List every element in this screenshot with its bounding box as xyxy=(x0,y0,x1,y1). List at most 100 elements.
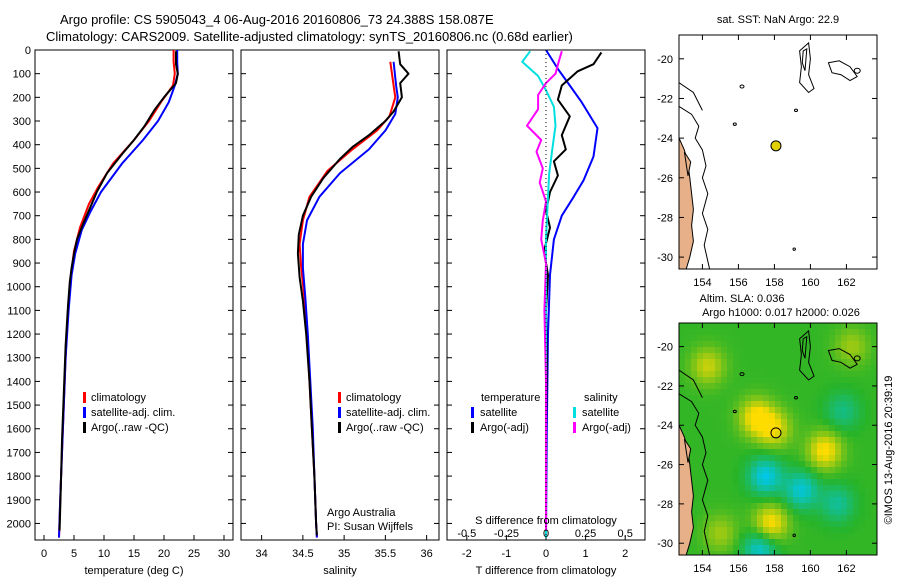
legend-diff-label: Argo(-adj) xyxy=(582,422,631,434)
heat-cell xyxy=(871,515,877,522)
heat-cell xyxy=(769,377,776,384)
heat-cell xyxy=(715,545,722,552)
heat-cell xyxy=(823,479,830,486)
heat-cell xyxy=(811,539,818,546)
heat-cell xyxy=(847,359,854,366)
heat-cell xyxy=(679,389,686,396)
heat-cell xyxy=(811,425,818,432)
heat-cell xyxy=(721,347,728,354)
heat-cell xyxy=(763,353,770,360)
heat-cell xyxy=(817,377,824,384)
heat-cell xyxy=(853,437,860,444)
heat-cell xyxy=(835,449,842,456)
heat-cell xyxy=(817,539,824,546)
heat-cell xyxy=(859,503,866,510)
heat-cell xyxy=(697,383,704,390)
y-tick-label: 1400 xyxy=(7,376,31,388)
heat-cell xyxy=(793,335,800,342)
heat-cell xyxy=(679,401,686,408)
heat-cell xyxy=(751,359,758,366)
heat-cell xyxy=(703,359,710,366)
heat-cell xyxy=(871,539,877,546)
heat-cell xyxy=(799,329,806,336)
heat-cell xyxy=(853,449,860,456)
heat-cell xyxy=(739,425,746,432)
heat-cell xyxy=(745,539,752,546)
heat-cell xyxy=(799,527,806,534)
y-tick-label: 1800 xyxy=(7,471,31,483)
legend-sal-swatch xyxy=(338,407,341,418)
heat-cell xyxy=(709,419,716,426)
heat-cell xyxy=(817,335,824,342)
heat-cell xyxy=(769,545,776,552)
map-content xyxy=(679,41,861,269)
map-x-tick-label: 154 xyxy=(693,277,711,289)
heat-cell xyxy=(847,425,854,432)
heat-cell xyxy=(859,365,866,372)
heat-cell xyxy=(859,377,866,384)
heat-cell xyxy=(871,371,877,378)
heat-cell xyxy=(775,383,782,390)
heat-cell xyxy=(775,407,782,414)
heat-cell xyxy=(859,383,866,390)
heat-cell xyxy=(751,521,758,528)
heat-cell xyxy=(829,491,836,498)
heat-cell xyxy=(793,431,800,438)
heat-cell xyxy=(793,551,800,555)
heat-cell xyxy=(817,413,824,420)
heat-cell xyxy=(763,329,770,336)
heat-cell xyxy=(685,359,692,366)
heat-cell xyxy=(835,359,842,366)
heat-cell xyxy=(847,491,854,498)
heat-cell xyxy=(841,389,848,396)
heat-cell xyxy=(817,323,824,330)
heat-cell xyxy=(811,347,818,354)
heat-cell xyxy=(763,473,770,480)
heat-cell xyxy=(799,389,806,396)
heat-cell xyxy=(799,533,806,540)
reef-contour xyxy=(732,122,737,126)
heat-cell xyxy=(775,533,782,540)
heat-cell xyxy=(697,449,704,456)
heat-cell xyxy=(835,419,842,426)
heat-cell xyxy=(865,521,872,528)
heat-cell xyxy=(823,515,830,522)
heat-cell xyxy=(691,323,698,330)
heat-cell xyxy=(799,425,806,432)
map-x-tick-label: 162 xyxy=(837,563,855,575)
heat-cell xyxy=(745,509,752,516)
heat-cell xyxy=(865,491,872,498)
heat-cell xyxy=(685,365,692,372)
heat-cell xyxy=(835,467,842,474)
heat-cell xyxy=(715,347,722,354)
heat-cell xyxy=(721,323,728,330)
heat-cell xyxy=(787,545,794,552)
heat-cell xyxy=(691,365,698,372)
heat-cell xyxy=(745,401,752,408)
heat-cell xyxy=(691,527,698,534)
reef-contour xyxy=(794,108,798,113)
heat-cell xyxy=(757,371,764,378)
heat-cell xyxy=(709,347,716,354)
heat-cell xyxy=(763,461,770,468)
heat-cell xyxy=(715,323,722,330)
heat-cell xyxy=(781,329,788,336)
heat-cell xyxy=(853,485,860,492)
heat-cell xyxy=(709,425,716,432)
heat-cell xyxy=(829,419,836,426)
heat-cell xyxy=(799,443,806,450)
heat-cell xyxy=(817,365,824,372)
heat-cell xyxy=(829,377,836,384)
heat-cell xyxy=(715,395,722,402)
heat-cell xyxy=(757,461,764,468)
heat-cell xyxy=(793,413,800,420)
heat-cell xyxy=(787,521,794,528)
heat-cell xyxy=(829,431,836,438)
heat-cell xyxy=(823,467,830,474)
heat-cell xyxy=(715,497,722,504)
heat-cell xyxy=(715,485,722,492)
heat-cell xyxy=(721,497,728,504)
heat-cell xyxy=(865,359,872,366)
heat-cell xyxy=(793,407,800,414)
heat-cell xyxy=(835,425,842,432)
